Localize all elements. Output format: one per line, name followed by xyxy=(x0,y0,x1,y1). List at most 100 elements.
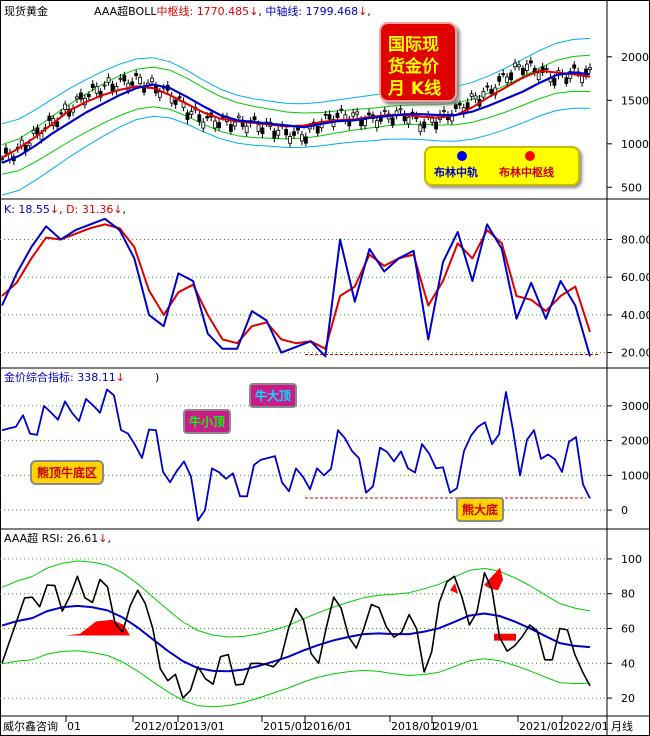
candle-body xyxy=(505,76,510,83)
candle-body xyxy=(521,67,525,76)
candle-body xyxy=(189,111,194,115)
y-tick-label: 40 xyxy=(621,657,635,670)
gold-index-arrow: ↓ xyxy=(115,371,125,384)
footer-brand: 威尔鑫咨询 xyxy=(3,720,58,733)
candle-body xyxy=(481,90,486,98)
instrument-name: 现货黄金 xyxy=(4,5,48,18)
candle-body xyxy=(236,115,241,119)
candle-body xyxy=(422,121,427,129)
y-tick-label: 1500 xyxy=(621,94,649,107)
candle-body xyxy=(59,112,64,115)
candle-body xyxy=(150,77,154,83)
candle-body xyxy=(0,158,4,160)
candle-body xyxy=(47,115,52,121)
gold-index-series xyxy=(1,388,591,522)
chart-title-box: 国际现 货金价 月 K线 xyxy=(379,22,457,102)
candle-body xyxy=(126,82,131,91)
candle-body xyxy=(390,117,395,126)
candle-body xyxy=(118,77,123,80)
y-tick-label: 1000 xyxy=(621,469,649,482)
y-tick-label: 1000 xyxy=(621,138,649,151)
candle-body xyxy=(457,102,462,106)
candle-body xyxy=(300,134,304,142)
candle-body xyxy=(276,129,281,136)
candle-body xyxy=(252,116,257,121)
candle-body xyxy=(296,127,300,131)
candle-body xyxy=(367,112,371,116)
candle-body xyxy=(177,96,182,99)
candle-body xyxy=(205,116,210,119)
gold-index-tail: ) xyxy=(154,371,160,384)
candle-body xyxy=(473,95,478,100)
d-value: 31.36 xyxy=(81,203,114,216)
y-tick-label: 0 xyxy=(621,504,628,517)
candle-body xyxy=(442,109,446,112)
candle-body xyxy=(272,130,277,139)
y-tick-label: 80.00 xyxy=(621,234,650,247)
candle-body xyxy=(501,73,506,76)
candle-body xyxy=(339,108,344,111)
rsi-value: 26.61 xyxy=(66,532,99,545)
candle-body xyxy=(497,76,502,82)
annotation-bear-top-bull-bottom: 熊顶牛底区 xyxy=(30,460,105,485)
k-line-series xyxy=(1,217,591,358)
candle-body xyxy=(138,76,143,85)
k-label: K: xyxy=(4,203,15,216)
candle-body xyxy=(86,94,91,98)
x-tick-label: 01 xyxy=(67,720,81,733)
candle-body xyxy=(256,124,261,132)
candle-body xyxy=(327,114,332,120)
candle-body xyxy=(102,84,107,87)
candle-body xyxy=(63,103,68,110)
mid-track-dot xyxy=(457,151,467,161)
candle-body xyxy=(4,147,8,154)
x-tick-label: 2013/01 xyxy=(179,720,225,733)
candle-body xyxy=(232,121,237,127)
gold-index-value: 338.11 xyxy=(77,371,116,384)
y-tick-label: 3000 xyxy=(621,400,649,413)
candle-body xyxy=(489,88,494,95)
candle-body xyxy=(217,122,221,129)
candle-body xyxy=(418,124,423,133)
candle-body xyxy=(315,125,320,134)
annotation-small-bull-top: 牛小顶 xyxy=(183,409,232,434)
candle-body xyxy=(94,86,99,94)
candle-body xyxy=(572,64,577,69)
candle-body xyxy=(213,120,218,129)
period-label: 月线 xyxy=(611,720,633,733)
y-tick-label: 60.00 xyxy=(621,271,650,284)
candle-body xyxy=(335,112,340,119)
legend-mid-track: 布林中轨 xyxy=(434,166,478,179)
candle-body xyxy=(185,112,190,120)
candle-body xyxy=(130,81,135,86)
candle-body xyxy=(524,63,529,71)
x-tick-label: 2022/01 xyxy=(563,720,609,733)
rsi-overbought-fill xyxy=(66,619,130,636)
k-value: 18.55 xyxy=(18,203,50,216)
candle-body xyxy=(382,110,387,112)
candle-body xyxy=(173,99,178,105)
annotation-bear-bottom: 熊大底 xyxy=(456,497,505,522)
annotation-bull-top: 牛大顶 xyxy=(249,383,298,408)
candle-body xyxy=(355,111,360,115)
boll-outer-upper xyxy=(1,37,591,125)
y-tick-label: 100 xyxy=(621,553,642,566)
d-arrow: ↓ xyxy=(113,203,123,216)
boll-header: AAA超BOLL中枢线: 1770.485↓, 中轴线: 1799.468↓, xyxy=(94,5,371,18)
legend-pivot-line: 布林中枢线 xyxy=(499,166,554,179)
rsi-series xyxy=(1,572,591,699)
chart-title-line-1: 国际现 xyxy=(388,35,439,55)
chart-title-line-2: 货金价 xyxy=(388,57,439,77)
candle-body xyxy=(509,72,513,81)
candle-body xyxy=(374,120,379,129)
y-tick-label: 80 xyxy=(621,588,635,601)
d-tail: , xyxy=(122,203,127,216)
candle-body xyxy=(106,77,111,83)
candle-body xyxy=(292,131,296,136)
pivot-arrow: ↓ xyxy=(249,5,259,18)
pivot-line-series xyxy=(1,69,591,159)
candle-body xyxy=(564,77,569,84)
candle-body xyxy=(134,72,139,77)
kd-header: K: 18.55↓, D: 31.36↓, xyxy=(4,203,127,216)
